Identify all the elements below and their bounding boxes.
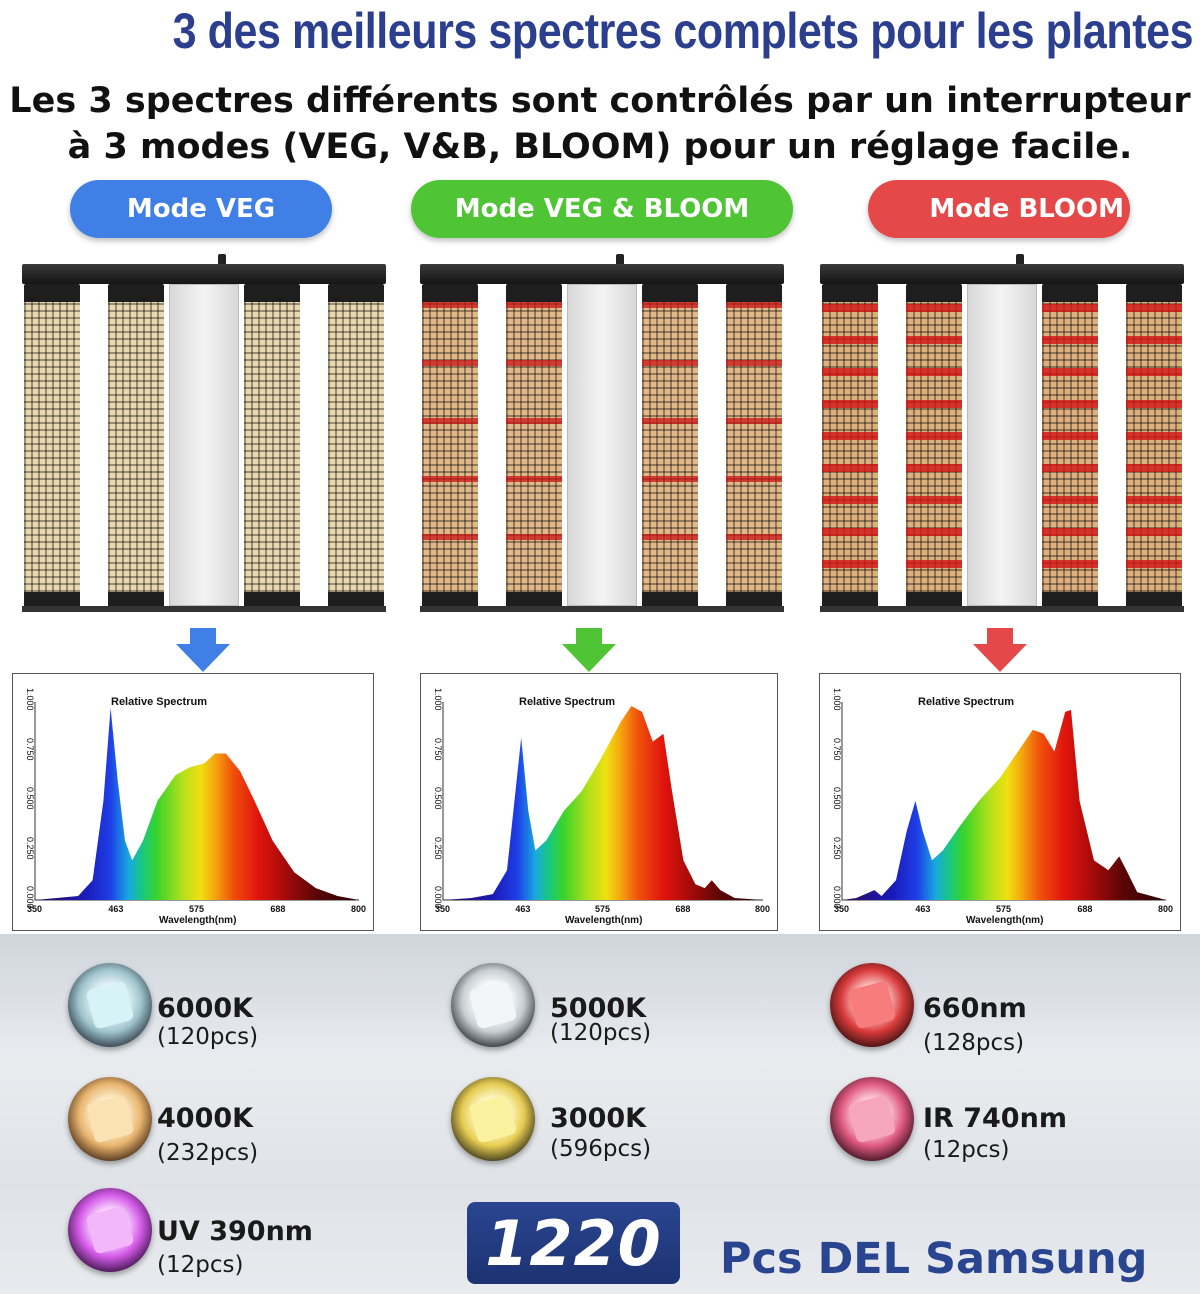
spectrum-area: [35, 707, 359, 900]
daylight-led-icon: [451, 963, 535, 1047]
warm-white-led-icon: [451, 1077, 535, 1161]
y-tick-label: 1.000: [832, 688, 842, 711]
y-tick-label: 0.000: [433, 886, 443, 909]
spectrum-chart-veg: Relative Spectrum 350 463 575 688 800 0.000 0.2…: [12, 673, 374, 931]
led-4000k-label: 4000K: [157, 1103, 254, 1134]
led-5000k-count: (120pcs): [550, 1020, 652, 1046]
y-tick-label: 1.000: [25, 688, 35, 711]
spectrum-chart-veg-bloom: Relative Spectrum 350 463 575 688 800 0.000 0.2…: [420, 673, 778, 931]
y-tick-label: 0.750: [832, 737, 842, 761]
uv-led-icon: [68, 1188, 152, 1272]
x-tick-label: 688: [270, 904, 286, 914]
x-tick-label: 688: [675, 904, 691, 914]
y-tick-label: 0.500: [25, 787, 35, 810]
x-tick-label: 800: [1158, 904, 1174, 914]
y-tick-label: 0.250: [832, 836, 842, 860]
spectrum-plot: [34, 702, 359, 901]
x-axis-label: Wavelength(nm): [565, 915, 643, 926]
spectrum-title: Relative Spectrum: [111, 696, 207, 708]
y-tick-label: 0.750: [433, 737, 443, 761]
x-tick-label: 575: [595, 904, 611, 914]
x-tick-label: 688: [1077, 904, 1093, 914]
x-tick-label: 800: [755, 904, 771, 914]
x-tick-label: 463: [108, 904, 124, 914]
spectrum-area: [443, 706, 763, 900]
led-ir-label: IR 740nm: [923, 1103, 1067, 1134]
mode-bloom-badge: Mode BLOOM: [868, 180, 1130, 238]
led-660nm-label: 660nm: [923, 993, 1027, 1024]
grow-light-veg-bloom-image: [420, 254, 784, 620]
red-led-icon: [830, 963, 914, 1047]
led-5000k-label: 5000K: [550, 993, 647, 1024]
x-axis-label: Wavelength(nm): [159, 915, 237, 926]
y-tick-label: 0.500: [433, 787, 443, 810]
y-tick-label: 0.250: [433, 836, 443, 860]
spectrum-title: Relative Spectrum: [918, 696, 1014, 708]
subtitle-line-1: Les 3 spectres différents sont contrôlés…: [9, 81, 1191, 121]
mode-veg-bloom-badge: Mode VEG & BLOOM: [411, 180, 793, 238]
led-total-label: Pcs DEL Samsung: [720, 1234, 1148, 1284]
neutral-white-led-icon: [68, 1077, 152, 1161]
x-tick-label: 350: [834, 904, 850, 914]
led-3000k-count: (596pcs): [550, 1136, 652, 1162]
x-tick-label: 463: [915, 904, 931, 914]
x-tick-label: 800: [351, 904, 367, 914]
grow-light-veg-image: [22, 254, 386, 620]
led-6000k-count: (120pcs): [157, 1024, 259, 1050]
white-cool-led-icon: [68, 963, 152, 1047]
y-tick-label: 0.500: [832, 787, 842, 810]
x-tick-label: 350: [435, 904, 451, 914]
mode-veg-badge: Mode VEG: [70, 180, 332, 238]
subtitle-line-2: à 3 modes (VEG, V&B, BLOOM) pour un régl…: [67, 127, 1133, 167]
x-tick-label: 575: [996, 904, 1012, 914]
spectrum-title: Relative Spectrum: [519, 696, 615, 708]
spectrum-plot: [442, 702, 763, 901]
grow-light-bloom-image: [820, 254, 1184, 620]
led-ir-count: (12pcs): [923, 1137, 1010, 1163]
led-uv-count: (12pcs): [157, 1252, 244, 1278]
led-660nm-count: (128pcs): [923, 1030, 1025, 1056]
x-axis-label: Wavelength(nm): [966, 915, 1044, 926]
page-title: 3 des meilleurs spectres complets pour l…: [172, 3, 1194, 59]
x-tick-label: 575: [189, 904, 205, 914]
y-tick-label: 0.750: [25, 737, 35, 761]
page-subtitle: Les 3 spectres différents sont contrôlés…: [0, 78, 1200, 170]
led-3000k-label: 3000K: [550, 1103, 647, 1134]
x-tick-label: 350: [27, 904, 43, 914]
led-6000k-label: 6000K: [157, 993, 254, 1024]
ir-led-icon: [830, 1077, 914, 1161]
y-tick-label: 0.000: [25, 886, 35, 909]
led-4000k-count: (232pcs): [157, 1140, 259, 1166]
spectrum-chart-bloom: Relative Spectrum 350 463 575 688 800 0.000 0.2…: [819, 673, 1181, 931]
y-tick-label: 1.000: [433, 688, 443, 711]
led-total-count: 1220: [467, 1202, 680, 1284]
y-tick-label: 0.000: [832, 886, 842, 909]
y-tick-label: 0.250: [25, 836, 35, 860]
spectrum-area: [842, 709, 1166, 900]
x-tick-label: 463: [515, 904, 531, 914]
led-uv-label: UV 390nm: [157, 1216, 313, 1247]
spectrum-plot: [841, 702, 1166, 901]
